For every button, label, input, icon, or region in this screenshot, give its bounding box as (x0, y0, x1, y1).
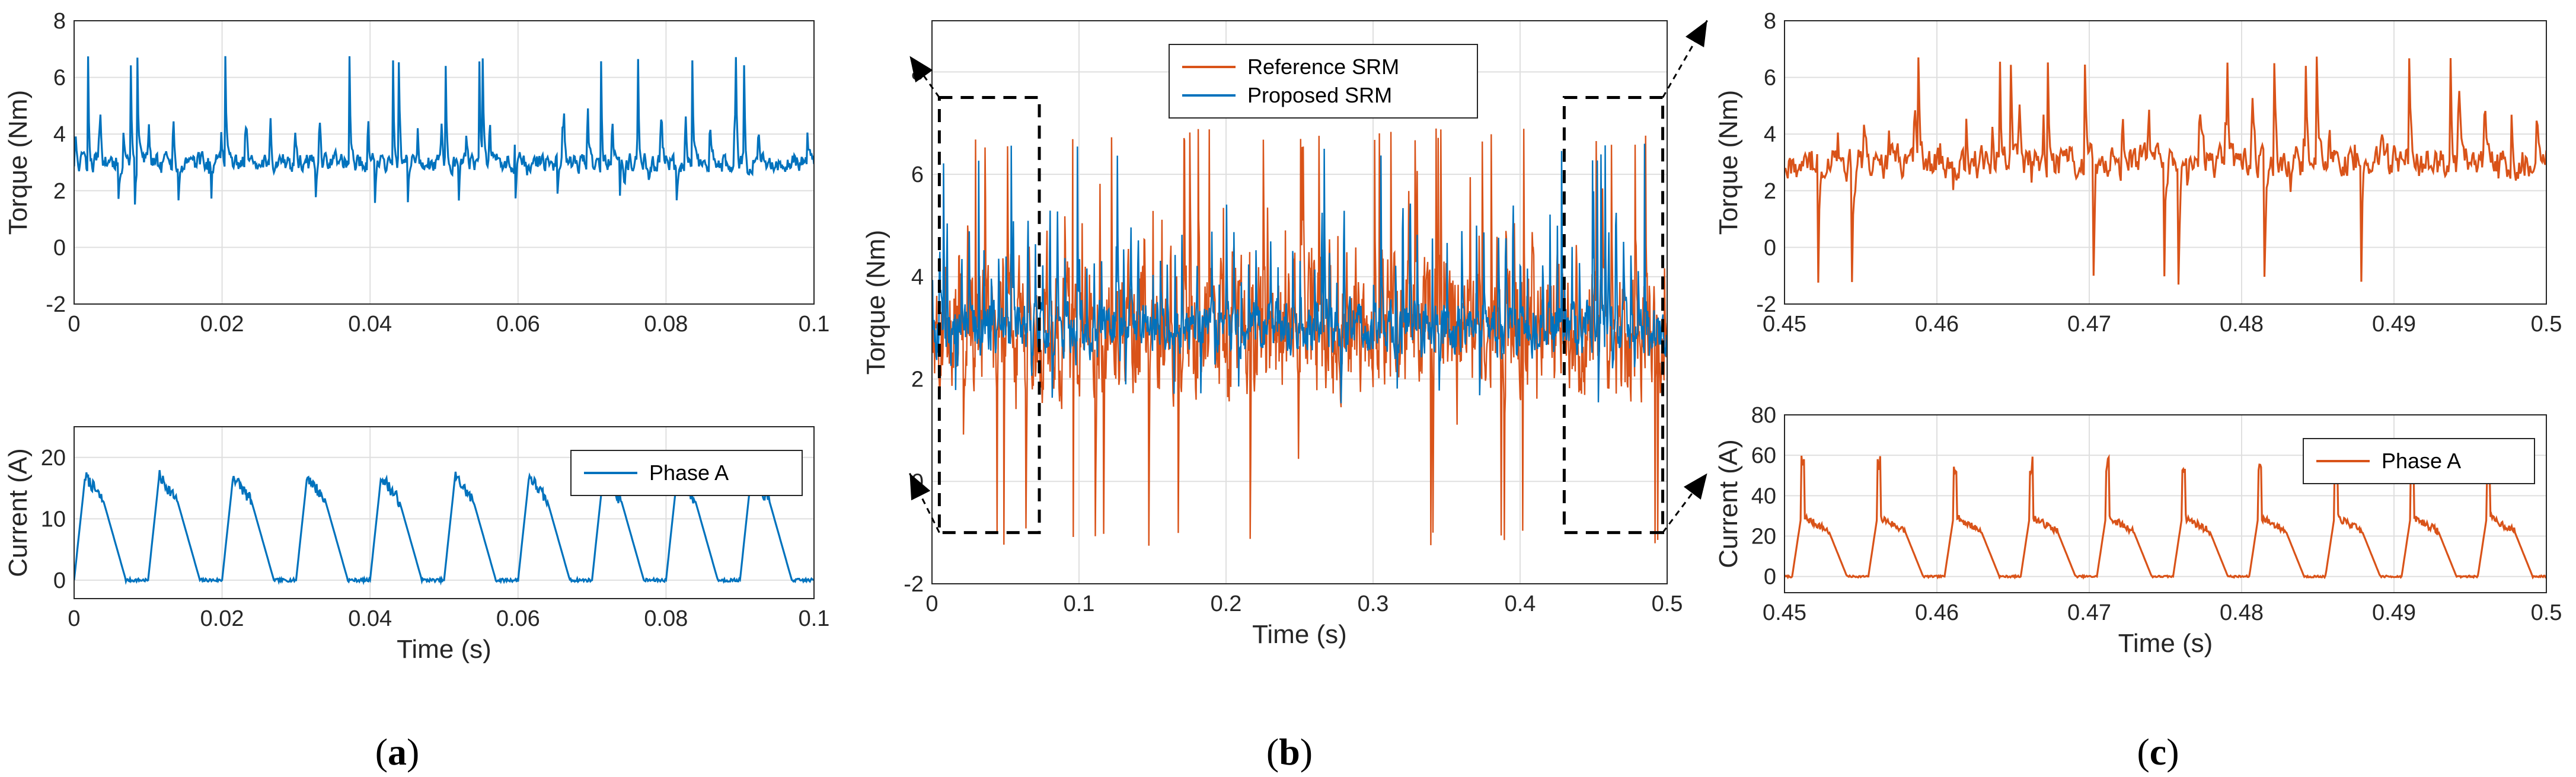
x-tick-label: 0.08 (644, 312, 688, 337)
y-tick-label: 2 (911, 367, 924, 392)
y-tick-label: 80 (1751, 403, 1776, 428)
x-tick-label: 0.02 (200, 606, 244, 631)
x-tick-label: 0.4 (1505, 591, 1536, 616)
x-axis-label: Time (s) (1252, 620, 1347, 649)
x-tick-label: 0.3 (1358, 591, 1389, 616)
x-tick-label: 0.46 (1915, 600, 1959, 625)
x-tick-label: 0.04 (348, 606, 392, 631)
caption-a: (a) (375, 731, 420, 773)
series-line-proposed-srm (932, 143, 1667, 404)
x-tick-label: 0.1 (799, 606, 830, 631)
x-tick-label: 0 (925, 591, 938, 616)
y-tick-label: 6 (1764, 66, 1776, 91)
y-tick-label: 4 (53, 122, 66, 147)
y-axis-label: Torque (Nm) (1714, 90, 1743, 235)
x-tick-label: 0.48 (2220, 600, 2264, 625)
x-tick-label: 0.49 (2372, 600, 2416, 625)
legend: Phase A (570, 450, 803, 496)
x-tick-label: 0.5 (2531, 312, 2562, 337)
x-tick-label: 0.04 (348, 312, 392, 337)
y-tick-label: 40 (1751, 484, 1776, 509)
zoom-box (937, 96, 1041, 535)
x-tick-label: 0.06 (496, 312, 540, 337)
axes-frame (1784, 414, 2547, 593)
series-line-phase-a (1785, 454, 2546, 580)
y-tick-label: -2 (904, 572, 924, 597)
x-tick-label: 0.48 (2220, 312, 2264, 337)
x-tick-label: 0.1 (1064, 591, 1095, 616)
y-tick-label: 8 (1764, 9, 1776, 34)
y-axis-label: Torque (Nm) (861, 230, 890, 375)
zoom-arrow-line (909, 55, 940, 98)
x-tick-label: 0.2 (1211, 591, 1242, 616)
zoom-arrow-head (1685, 20, 1707, 47)
legend-entry: Phase A (2382, 449, 2461, 473)
legend-entry: Reference SRM (1247, 55, 1399, 79)
zoom-arrow-head (909, 56, 933, 83)
y-tick-label: 6 (53, 66, 66, 91)
y-tick-label: 4 (1764, 122, 1776, 147)
y-tick-label: -2 (46, 292, 66, 317)
y-axis-label: Torque (Nm) (4, 90, 33, 235)
x-tick-label: 0.08 (644, 606, 688, 631)
x-tick-label: 0 (68, 606, 80, 631)
y-tick-label: 0 (53, 568, 66, 593)
zoom-box (1562, 96, 1665, 535)
y-tick-label: 20 (1751, 525, 1776, 549)
y-tick-label: 20 (41, 446, 66, 471)
x-tick-label: 0.5 (2531, 600, 2562, 625)
y-tick-label: 0 (1764, 235, 1776, 260)
legend: Phase A (2303, 438, 2535, 484)
y-tick-label: 6 (911, 162, 924, 187)
y-tick-label: 60 (1751, 443, 1776, 468)
y-axis-label: Current (A) (1714, 439, 1743, 568)
y-tick-label: 4 (911, 265, 924, 290)
x-tick-label: 0.45 (1763, 600, 1806, 625)
x-tick-label: 0.47 (2067, 312, 2111, 337)
axes-frame (74, 426, 815, 599)
x-axis-label: Time (s) (397, 635, 491, 664)
legend: Reference SRM Proposed SRM (1169, 44, 1478, 119)
x-tick-label: 0.46 (1915, 312, 1959, 337)
y-axis-label: Current (A) (4, 448, 33, 577)
zoom-arrow-line (1662, 472, 1708, 533)
x-tick-label: 0 (68, 312, 80, 337)
x-tick-label: 0.06 (496, 606, 540, 631)
series-line-reference-srm (1785, 56, 2546, 285)
x-tick-label: 0.02 (200, 312, 244, 337)
axes-frame (74, 20, 815, 305)
legend-entry: Phase A (649, 461, 729, 485)
y-tick-label: 0 (1764, 565, 1776, 590)
series-line-phase-a (74, 470, 814, 586)
y-tick-label: 10 (41, 507, 66, 532)
x-tick-label: 0.5 (1652, 591, 1683, 616)
caption-c: (c) (2137, 731, 2179, 773)
axes-frame (931, 20, 1668, 584)
y-tick-label: 0 (53, 235, 66, 260)
x-axis-label: Time (s) (2118, 629, 2213, 658)
x-tick-label: 0.49 (2372, 312, 2416, 337)
zoom-arrow-line (1662, 20, 1708, 98)
x-tick-label: 0.47 (2067, 600, 2111, 625)
caption-b: (b) (1266, 731, 1313, 773)
y-tick-label: 8 (53, 9, 66, 34)
y-tick-label: -2 (1756, 292, 1776, 317)
chart-c-torque: 0.45 0.46 0.47 0.48 0.49 0.5 -2 0 2 4 6 8 Torque (Nm… (1714, 9, 2562, 337)
x-tick-label: 0.45 (1763, 312, 1806, 337)
zoom-arrow-head (1683, 473, 1707, 500)
x-tick-label: 0.1 (799, 312, 830, 337)
y-tick-label: 2 (1764, 179, 1776, 204)
legend-box (1169, 44, 1478, 119)
chart-a-current: 0 0.02 0.04 0.06 0.08 0.1 0 10 20 Current (A) Time… (4, 426, 830, 664)
legend-entry: Proposed SRM (1247, 83, 1392, 107)
axes-frame (1784, 20, 2547, 305)
zoom-arrow-head (909, 473, 931, 501)
chart-c-current: 0.45 0.46 0.47 0.48 0.49 0.5 0 20 40 60 80 Current … (1714, 403, 2562, 658)
y-tick-label: 2 (53, 179, 66, 204)
series-line-proposed-srm (74, 56, 814, 205)
